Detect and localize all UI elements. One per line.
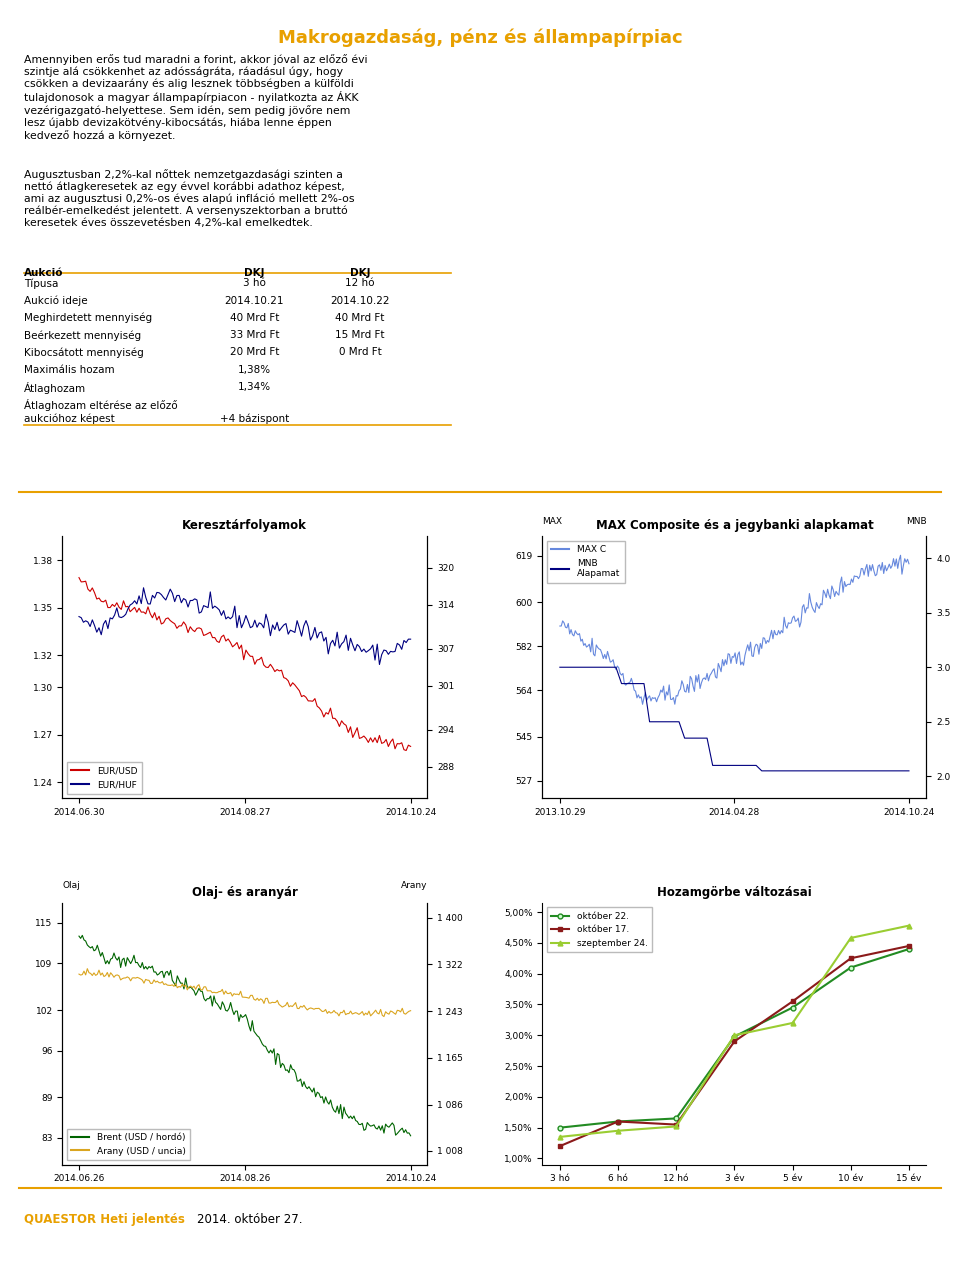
Text: 2014.10.22: 2014.10.22: [330, 295, 390, 305]
Legend: Brent (USD / hordó), Arany (USD / uncia): Brent (USD / hordó), Arany (USD / uncia): [67, 1129, 190, 1160]
Text: Meghirdetett mennyiség: Meghirdetett mennyiség: [24, 313, 152, 323]
Text: 3 hó: 3 hó: [243, 278, 266, 289]
szeptember 24.: [670, 1119, 682, 1134]
szeptember 24.: [845, 930, 856, 945]
Text: Olaj: Olaj: [62, 881, 80, 890]
szeptember 24.: [729, 1028, 740, 1043]
Line: október 22.: október 22.: [558, 946, 911, 1130]
október 17.: [903, 939, 915, 954]
szeptember 24.: [787, 1015, 799, 1031]
Line: október 17.: október 17.: [558, 944, 911, 1148]
Text: Arany: Arany: [400, 881, 427, 890]
szeptember 24.: [554, 1129, 565, 1144]
október 22.: [787, 1000, 799, 1015]
Line: szeptember 24.: szeptember 24.: [558, 923, 911, 1139]
Text: 40 Mrd Ft: 40 Mrd Ft: [229, 313, 279, 323]
Title: Olaj- és aranyár: Olaj- és aranyár: [192, 886, 298, 899]
Text: 1,38%: 1,38%: [238, 365, 271, 374]
október 22.: [670, 1111, 682, 1126]
Text: QUAESTOR Heti jelentés: QUAESTOR Heti jelentés: [24, 1213, 185, 1226]
Text: Típusa: Típusa: [24, 278, 59, 289]
Text: Aukció: Aukció: [24, 268, 63, 278]
Text: 2014.10.21: 2014.10.21: [225, 295, 284, 305]
Text: Augusztusban 2,2%-kal nőttek nemzetgazdasági szinten a
nettó átlagkeresetek az e: Augusztusban 2,2%-kal nőttek nemzetgazda…: [24, 169, 354, 227]
október 17.: [670, 1117, 682, 1133]
Text: DKJ: DKJ: [349, 268, 371, 278]
Text: 15 Mrd Ft: 15 Mrd Ft: [335, 329, 385, 340]
október 17.: [612, 1114, 624, 1129]
október 17.: [554, 1139, 565, 1154]
Text: 20 Mrd Ft: 20 Mrd Ft: [229, 347, 279, 358]
Text: 1,34%: 1,34%: [238, 382, 271, 392]
Text: Amennyiben erős tud maradni a forint, akkor jóval az előző évi
szintje alá csökk: Amennyiben erős tud maradni a forint, ak…: [24, 54, 368, 140]
Text: Átlaghozam: Átlaghozam: [24, 382, 86, 393]
október 22.: [729, 1029, 740, 1045]
Legend: MAX C, MNB
Alapamat: MAX C, MNB Alapamat: [547, 541, 625, 582]
Text: aukcióhoz képest: aukcióhoz képest: [24, 414, 115, 424]
Text: Beérkezett mennyiség: Beérkezett mennyiség: [24, 329, 141, 341]
Text: MNB: MNB: [906, 517, 926, 526]
Text: Makrogazdaság, pénz és állampapírpiac: Makrogazdaság, pénz és állampapírpiac: [277, 28, 683, 46]
szeptember 24.: [903, 918, 915, 933]
október 17.: [787, 994, 799, 1009]
Text: 40 Mrd Ft: 40 Mrd Ft: [335, 313, 385, 323]
szeptember 24.: [612, 1122, 624, 1138]
október 22.: [845, 960, 856, 976]
október 22.: [903, 941, 915, 956]
október 17.: [729, 1034, 740, 1050]
Text: DKJ: DKJ: [244, 268, 265, 278]
Text: Aukció ideje: Aukció ideje: [24, 295, 87, 306]
Title: Hozamgörbe változásai: Hozamgörbe változásai: [657, 886, 812, 899]
Legend: EUR/USD, EUR/HUF: EUR/USD, EUR/HUF: [67, 762, 142, 793]
Text: 0 Mrd Ft: 0 Mrd Ft: [339, 347, 381, 358]
október 17.: [845, 950, 856, 965]
Text: Kibocsátott mennyiség: Kibocsátott mennyiség: [24, 347, 144, 358]
Text: MAX: MAX: [542, 517, 563, 526]
Legend: október 22., október 17., szeptember 24.: október 22., október 17., szeptember 24.: [547, 908, 652, 953]
Text: 12 hó: 12 hó: [346, 278, 374, 289]
Text: Amennyiben erős tud maradni a forint, akkor jóval az előző évi
szintje alá csökk: Amennyiben erős tud maradni a forint, ak…: [24, 54, 368, 140]
Text: Átlaghozam eltérése az előző: Átlaghozam eltérése az előző: [24, 398, 178, 411]
október 22.: [612, 1114, 624, 1129]
Text: +4 bázispont: +4 bázispont: [220, 414, 289, 424]
Text: Maximális hozam: Maximális hozam: [24, 365, 114, 374]
Text: 33 Mrd Ft: 33 Mrd Ft: [229, 329, 279, 340]
Text: 2014. október 27.: 2014. október 27.: [197, 1213, 302, 1226]
Title: Keresztárfolyamok: Keresztárfolyamok: [182, 520, 307, 533]
Title: MAX Composite és a jegybanki alapkamat: MAX Composite és a jegybanki alapkamat: [595, 520, 874, 533]
október 22.: [554, 1120, 565, 1135]
